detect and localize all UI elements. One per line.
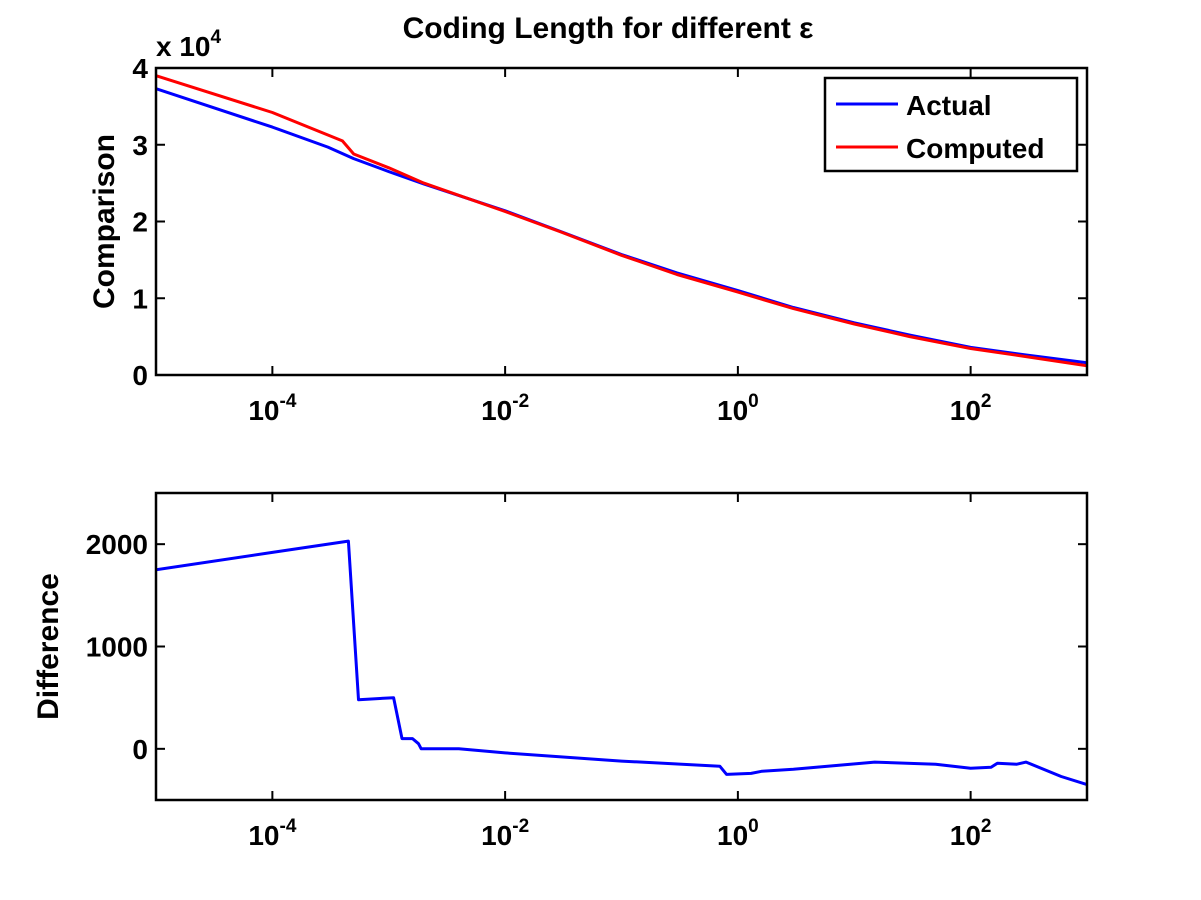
y-axis-label: Comparison bbox=[88, 134, 121, 309]
legend-box bbox=[823, 76, 1079, 173]
x-tick-label: 10-2 bbox=[481, 391, 529, 426]
x-tick-label: 102 bbox=[950, 391, 992, 426]
y-axis-label: Difference bbox=[32, 573, 65, 720]
x-tick-label: 10-2 bbox=[481, 816, 529, 851]
x-tick-label: 10-4 bbox=[248, 816, 296, 851]
subplot-1: 10-4 10-2 100 102 0 1 2 3 4 Comparison x 104 Actual… bbox=[88, 27, 1089, 426]
legend-label-actual: Actual bbox=[906, 90, 992, 121]
y-tick-label: 0 bbox=[132, 360, 148, 391]
legend: Actual Computed bbox=[823, 76, 1079, 173]
subplot-2: 10-4 10-2 100 102 0 1000 2000 Difference bbox=[32, 491, 1089, 851]
plots: 10-4 10-2 100 102 0 1 2 3 4 Comparison x 104 Actual… bbox=[32, 27, 1089, 851]
y-tick-label: 1 bbox=[132, 283, 148, 314]
y-tick-label: 0 bbox=[132, 734, 148, 765]
x-tick-label: 100 bbox=[717, 391, 759, 426]
y-tick-label: 2 bbox=[132, 207, 148, 238]
y-multiplier-label: x 104 bbox=[156, 27, 222, 62]
chart-title: Coding Length for different ε bbox=[403, 12, 814, 45]
x-tick-label: 102 bbox=[950, 816, 992, 851]
y-tick-label: 1000 bbox=[86, 632, 148, 663]
series-line-1 bbox=[156, 539, 1087, 787]
legend-label-computed: Computed bbox=[906, 133, 1044, 164]
series-line-computed bbox=[156, 74, 1087, 368]
x-tick-label: 10-4 bbox=[248, 391, 296, 426]
y-tick-label: 3 bbox=[132, 130, 148, 161]
y-tick-label: 2000 bbox=[86, 529, 148, 560]
y-tick-label: 4 bbox=[132, 53, 148, 84]
x-tick-label: 100 bbox=[717, 816, 759, 851]
